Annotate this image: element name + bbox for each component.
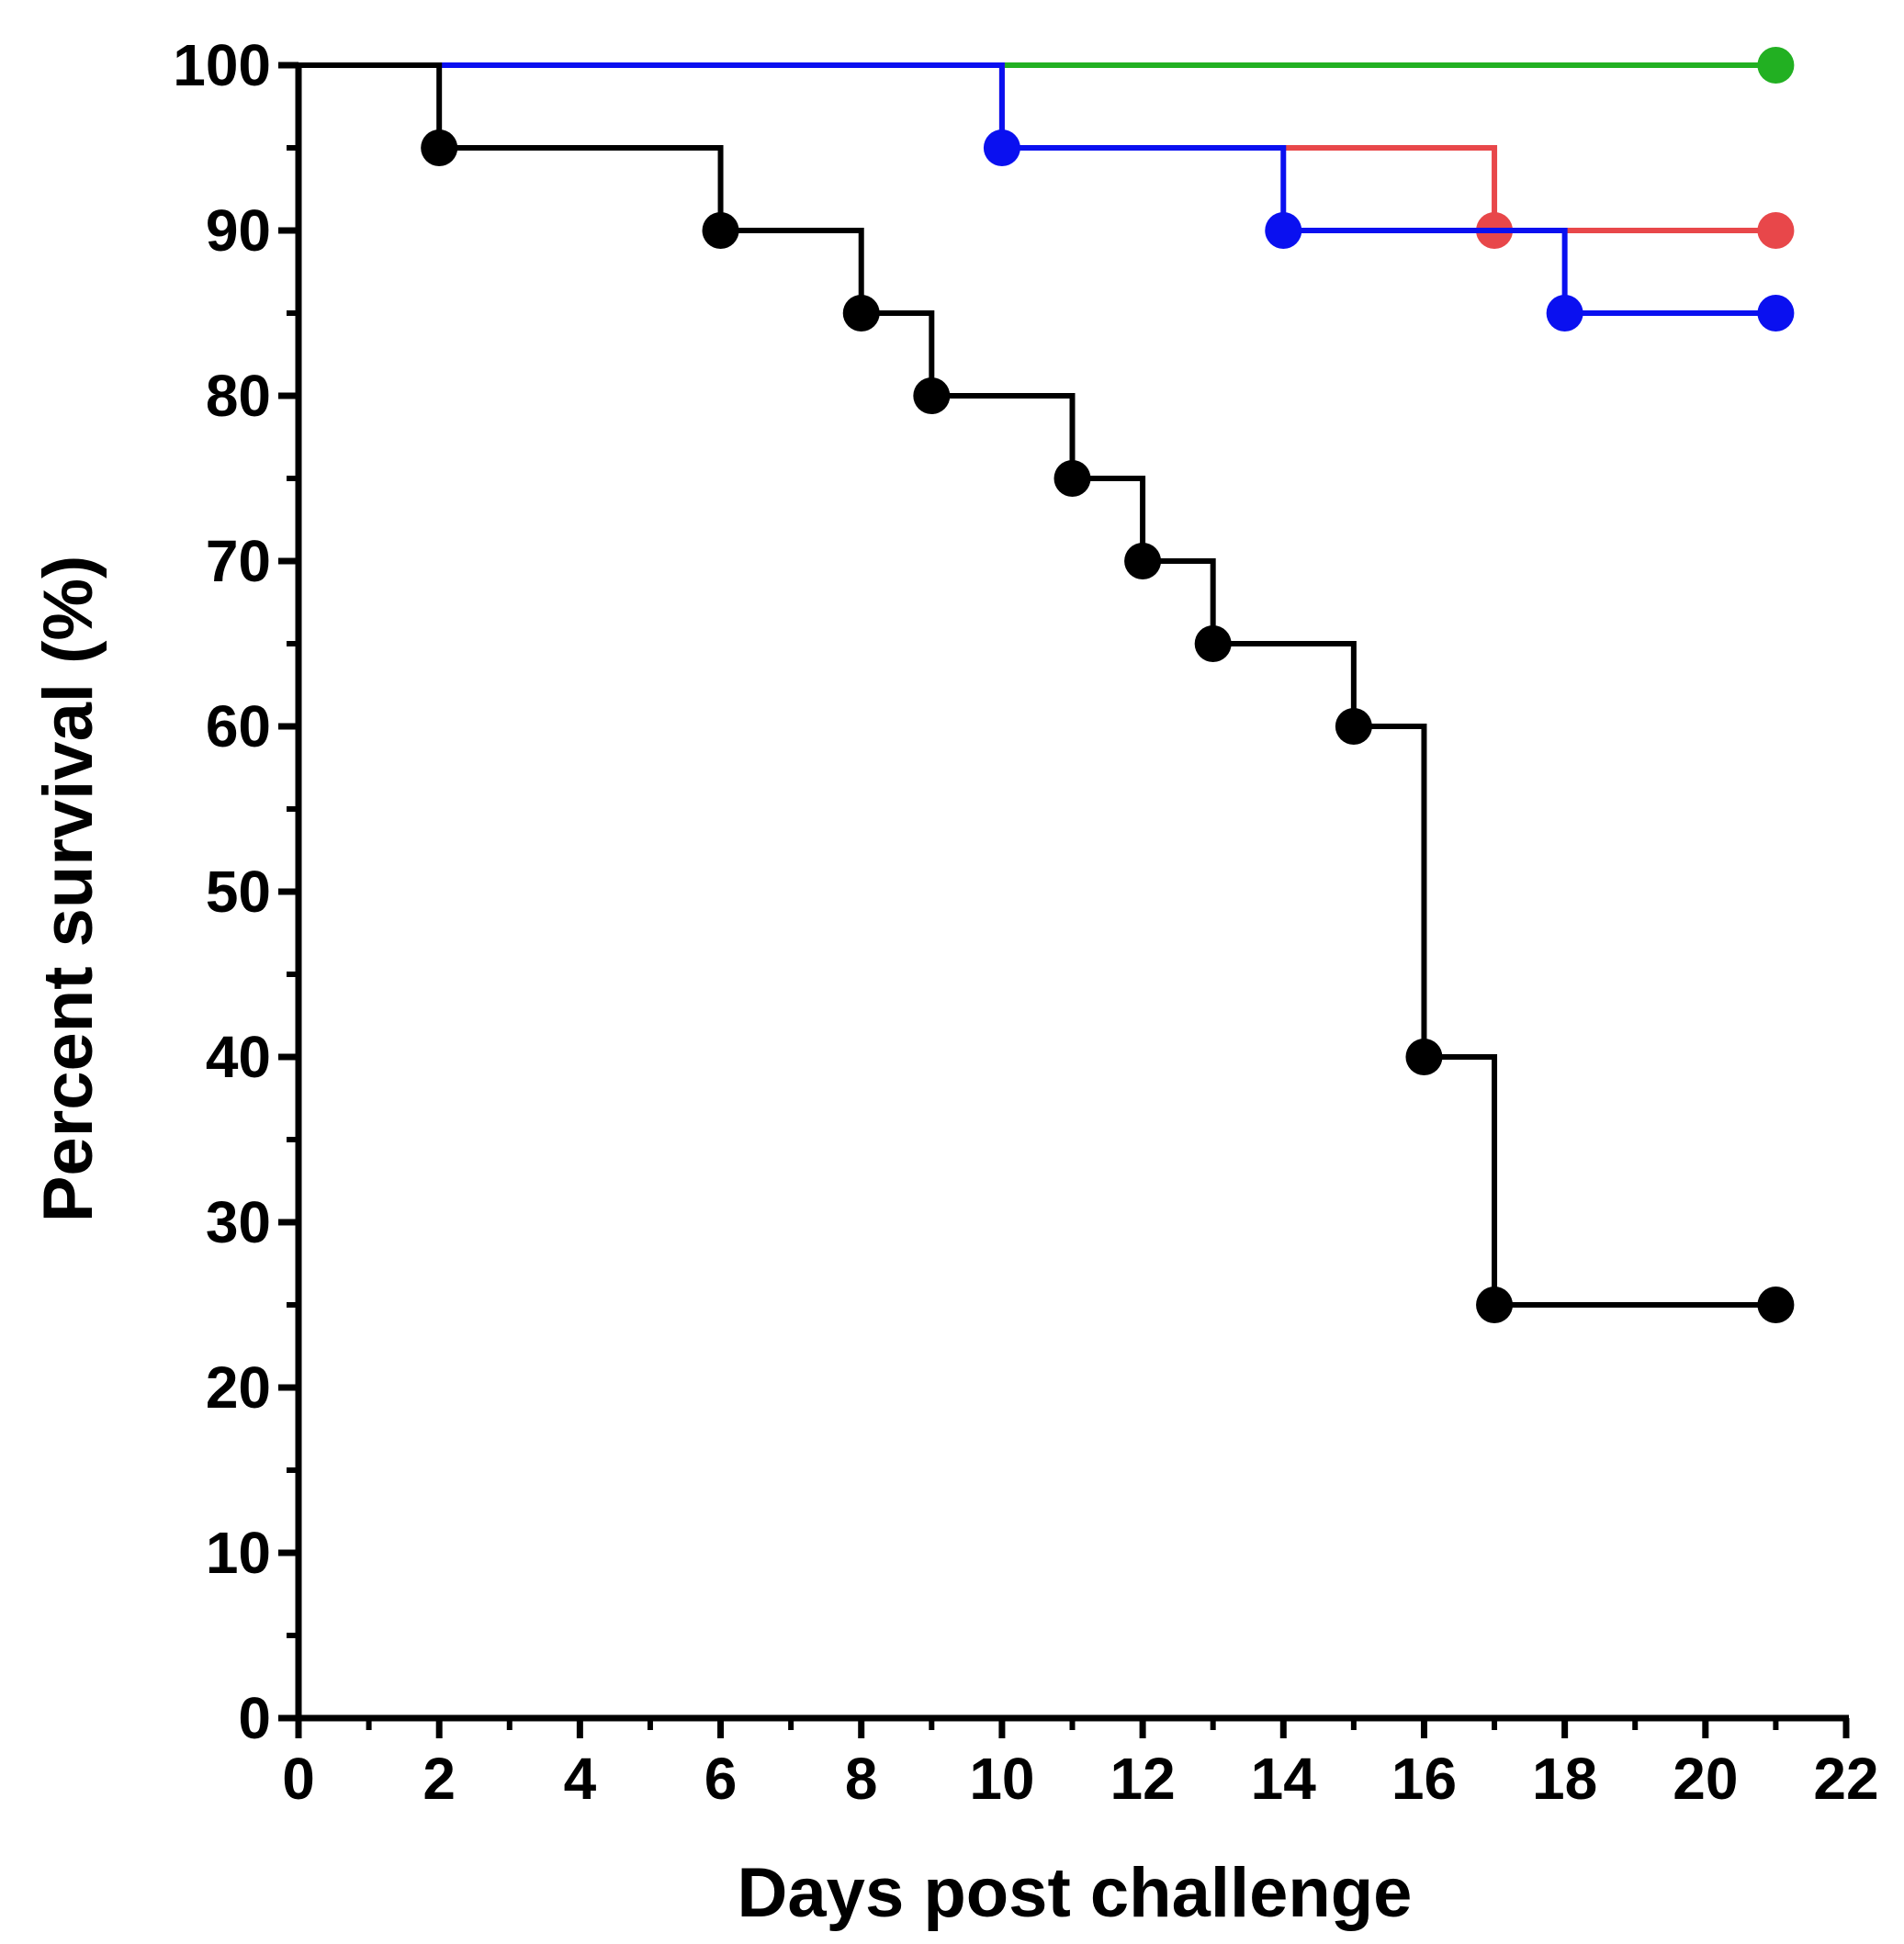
series-3-marker-4 <box>1053 460 1091 497</box>
y-tick-label-8: 80 <box>206 363 271 429</box>
series-0-marker-0 <box>1757 47 1795 84</box>
x-tick-label-7: 14 <box>1251 1746 1317 1812</box>
series-line-3 <box>299 62 1776 1308</box>
x-tick-label-10: 20 <box>1673 1746 1738 1812</box>
y-tick-label-6: 60 <box>206 693 271 759</box>
series-3-marker-7 <box>1335 708 1372 745</box>
y-tick-label-0: 0 <box>238 1685 271 1751</box>
y-tick-label-3: 30 <box>206 1189 271 1255</box>
x-tick-label-5: 10 <box>969 1746 1034 1812</box>
series-2-marker-0 <box>983 129 1020 166</box>
series-3-marker-5 <box>1124 543 1162 579</box>
series-2-marker-1 <box>1265 212 1302 249</box>
series-2 <box>299 62 1795 331</box>
x-axis-title: Days post challenge <box>738 1854 1413 1932</box>
y-tick-label-2: 20 <box>206 1354 271 1421</box>
series-3-marker-2 <box>842 295 880 331</box>
x-tick-label-2: 4 <box>564 1746 597 1812</box>
x-tick-label-8: 16 <box>1391 1746 1457 1812</box>
y-tick-label-4: 40 <box>206 1024 271 1090</box>
y-axis-title: Percent survival (%) <box>29 556 107 1223</box>
series-1-marker-1 <box>1757 212 1795 249</box>
axes-layer <box>278 62 1850 1738</box>
series-3-marker-0 <box>421 129 458 166</box>
series-3-marker-6 <box>1194 625 1232 662</box>
series-line-2 <box>299 62 1776 316</box>
y-tick-label-5: 50 <box>206 859 271 925</box>
y-tick-label-1: 10 <box>206 1520 271 1586</box>
series-3-marker-9 <box>1476 1287 1514 1323</box>
series-3-marker-3 <box>913 377 951 414</box>
series-3-marker-10 <box>1757 1287 1795 1323</box>
series-2-marker-3 <box>1757 295 1795 331</box>
y-tick-label-9: 90 <box>206 197 271 264</box>
series-3-marker-1 <box>702 212 739 249</box>
series-3-marker-8 <box>1405 1039 1443 1075</box>
series-layer <box>299 47 1795 1323</box>
x-tick-label-0: 0 <box>282 1746 315 1812</box>
series-3 <box>299 62 1795 1323</box>
x-tick-label-3: 6 <box>704 1746 738 1812</box>
x-tick-label-9: 18 <box>1532 1746 1597 1812</box>
series-1 <box>299 62 1795 249</box>
series-2-marker-2 <box>1546 295 1583 331</box>
x-tick-label-11: 22 <box>1813 1746 1878 1812</box>
x-tick-label-6: 12 <box>1110 1746 1175 1812</box>
x-tick-label-1: 2 <box>422 1746 456 1812</box>
y-tick-label-10: 100 <box>173 32 271 98</box>
labels-layer: 0 10 20 30 40 50 60 70 80 90 100 0 2 4 6 8 10 12 14 16 18 20 2… <box>173 32 1878 1812</box>
y-tick-label-7: 70 <box>206 528 271 594</box>
x-tick-label-4: 8 <box>845 1746 878 1812</box>
